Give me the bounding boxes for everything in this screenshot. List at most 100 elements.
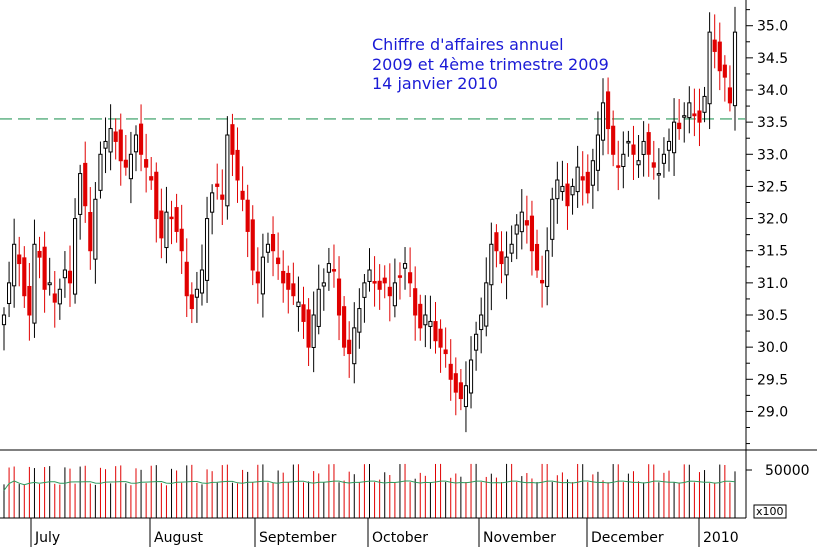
candle-body bbox=[93, 198, 98, 260]
candle-body bbox=[666, 140, 672, 151]
ytick-label: 29.0 bbox=[757, 404, 788, 420]
candle-body bbox=[616, 165, 621, 168]
candle-body bbox=[453, 373, 458, 393]
candle-body bbox=[484, 282, 489, 327]
candle-body bbox=[281, 270, 286, 284]
candle-body bbox=[514, 224, 519, 235]
candle-body bbox=[352, 327, 357, 365]
candle-body bbox=[438, 328, 443, 348]
candle-body bbox=[118, 129, 123, 162]
candle-body bbox=[697, 110, 702, 123]
candle-body bbox=[296, 301, 301, 308]
candle-body bbox=[524, 220, 529, 226]
candle-body bbox=[1, 314, 7, 326]
candle-body bbox=[159, 210, 164, 239]
candle-body bbox=[83, 162, 88, 207]
candle-body bbox=[245, 199, 250, 232]
candle-body bbox=[240, 190, 245, 200]
candle-body bbox=[174, 207, 179, 232]
candle-body bbox=[565, 183, 570, 207]
candle-body bbox=[108, 128, 113, 153]
candle-body bbox=[72, 218, 78, 295]
candle-body bbox=[707, 31, 712, 105]
candle-body bbox=[230, 124, 235, 155]
candle-body bbox=[423, 314, 428, 326]
candle-body bbox=[133, 134, 139, 153]
candle-body bbox=[732, 31, 738, 107]
price-axis-labels: 29.0 29.5 30.0 30.5 31.0 31.5 32.0 32.5 33.0 33.5… bbox=[757, 19, 788, 421]
xtick-december: December bbox=[591, 530, 664, 546]
candle-body bbox=[27, 285, 32, 316]
volume-bars bbox=[3, 463, 736, 518]
candle-body bbox=[560, 185, 565, 193]
candle-body bbox=[712, 39, 717, 52]
candle-body bbox=[499, 251, 504, 265]
candle-body bbox=[88, 211, 93, 252]
candle-body bbox=[702, 95, 707, 113]
candle-body bbox=[626, 140, 631, 144]
candle-body bbox=[225, 134, 230, 207]
candle-body bbox=[144, 159, 149, 168]
candle-body bbox=[519, 211, 524, 233]
candle-body bbox=[448, 363, 453, 380]
candle-body bbox=[585, 171, 590, 194]
time-axis: July August September October November D… bbox=[30, 518, 739, 547]
candle-body bbox=[504, 256, 509, 276]
annotation-block: Chiffre d'affaires annuel 2009 et 4ème t… bbox=[372, 35, 609, 93]
candle-body bbox=[534, 243, 540, 271]
candle-body bbox=[387, 286, 392, 297]
candle-body bbox=[255, 271, 260, 284]
candle-body bbox=[347, 339, 352, 355]
candle-body bbox=[687, 102, 692, 119]
candle-body bbox=[661, 153, 667, 164]
candle-body bbox=[342, 306, 347, 348]
candle-body bbox=[580, 176, 585, 181]
candle-body bbox=[646, 132, 651, 155]
candlesticks bbox=[1, 6, 738, 433]
ytick-label: 32.0 bbox=[757, 212, 788, 228]
candle-body bbox=[276, 257, 281, 265]
candle-body bbox=[67, 270, 73, 284]
ytick-label: 30.0 bbox=[757, 340, 788, 356]
candle-body bbox=[479, 314, 484, 331]
candle-body bbox=[509, 243, 514, 254]
price-axis-tick-marks bbox=[746, 9, 753, 445]
candle-body bbox=[103, 140, 108, 149]
candle-body bbox=[42, 246, 47, 290]
candle-body bbox=[682, 115, 687, 118]
xtick-october: October bbox=[372, 530, 428, 546]
candle-body bbox=[138, 123, 144, 155]
candle-body bbox=[316, 288, 321, 327]
candle-body bbox=[169, 216, 174, 220]
candle-body bbox=[7, 282, 12, 305]
candle-body bbox=[595, 134, 601, 171]
candle-body bbox=[270, 234, 276, 252]
candle-body bbox=[210, 192, 215, 213]
candle-body bbox=[215, 183, 220, 187]
candle-body bbox=[52, 293, 57, 303]
candle-body bbox=[606, 91, 611, 130]
xtick-july: July bbox=[34, 530, 60, 546]
candle-body bbox=[286, 272, 291, 290]
volume-axis-label: 50000 bbox=[765, 463, 810, 479]
candle-body bbox=[179, 228, 184, 252]
candle-body bbox=[17, 254, 22, 265]
ytick-label: 35.0 bbox=[757, 19, 788, 35]
candle-body bbox=[362, 282, 367, 298]
price-axis: 29.0 29.5 30.0 30.5 31.0 31.5 32.0 32.5 33.0 33.5… bbox=[745, 0, 788, 450]
volume-unit-label: x100 bbox=[756, 505, 784, 518]
candle-body bbox=[98, 153, 103, 191]
candle-body bbox=[336, 278, 342, 316]
candle-body bbox=[184, 261, 189, 297]
candle-body bbox=[621, 153, 626, 168]
candle-body bbox=[372, 281, 377, 284]
candle-body bbox=[474, 333, 479, 351]
candle-body bbox=[32, 243, 37, 324]
candle-body bbox=[636, 160, 641, 166]
candle-body bbox=[392, 282, 397, 307]
ytick-label: 29.5 bbox=[757, 372, 788, 388]
candle-body bbox=[727, 87, 732, 104]
candle-body bbox=[575, 166, 580, 193]
candle-body bbox=[555, 179, 560, 200]
candle-body bbox=[722, 64, 727, 78]
